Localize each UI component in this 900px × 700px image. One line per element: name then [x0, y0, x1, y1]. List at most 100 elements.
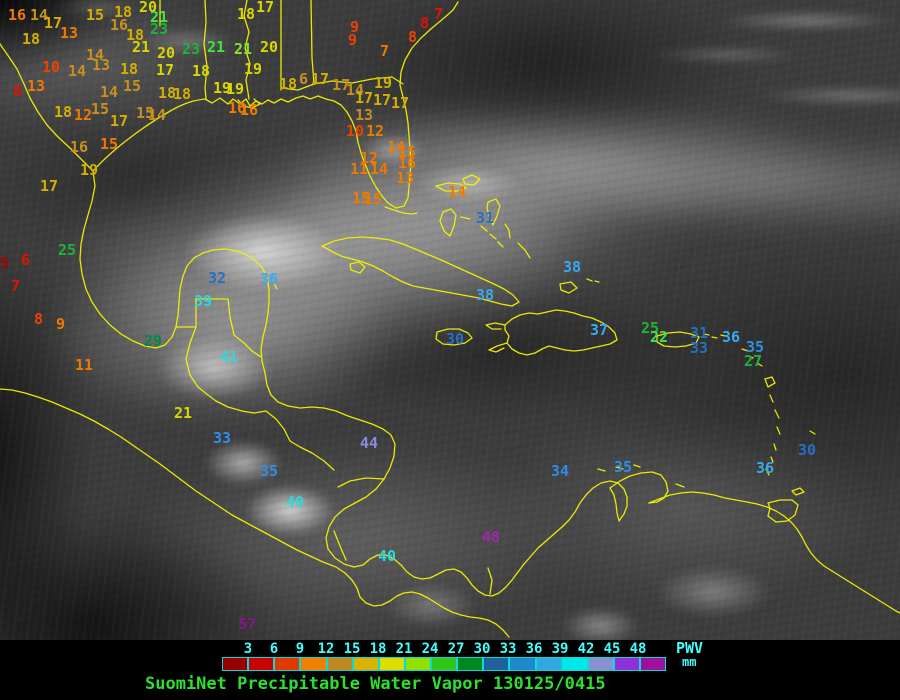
station-value: 16: [398, 154, 417, 172]
station-value: 17: [256, 0, 275, 16]
pwv-unit-label: PWV: [676, 639, 704, 657]
station-value: 6: [21, 251, 31, 269]
colorbar-segment: [353, 658, 378, 670]
station-value: 15: [352, 189, 371, 207]
colorbar-segment: [327, 658, 352, 670]
station-value: 13: [396, 169, 415, 187]
colorbar-tick-label: 18: [369, 641, 387, 657]
station-value: 15: [136, 104, 155, 122]
station-value: 14: [370, 160, 389, 178]
lesser-antilles-islands: [741, 348, 816, 523]
station-value: 36: [756, 459, 775, 477]
station-value: 38: [476, 286, 495, 304]
station-value: 18: [158, 84, 177, 102]
station-value: 16: [228, 99, 247, 117]
station-value: 18: [22, 30, 41, 48]
station-value: 41: [220, 348, 239, 366]
station-value: 15: [86, 6, 105, 24]
station-value: 12: [360, 149, 379, 167]
station-value: 12: [74, 106, 93, 124]
station-value: 17: [311, 70, 330, 88]
station-value: 17: [332, 76, 351, 94]
colorbar-tick-label: 48: [629, 641, 647, 657]
station-value: 19: [244, 60, 263, 78]
colorbar-ticks: 3 6 9 12 15 18 21 24 27 30 33 36 39 42 45 48: [0, 642, 900, 656]
station-value: 13: [355, 106, 374, 124]
station-value: 16: [110, 16, 129, 34]
colorbar-tick-label: 15: [343, 641, 361, 657]
station-value: 17: [391, 94, 410, 112]
station-value: 33: [213, 429, 232, 447]
station-value: 18: [120, 60, 139, 78]
colorbar-tick-label: 6: [269, 641, 279, 657]
colorbar-segment: [614, 658, 639, 670]
station-value: 25: [641, 319, 660, 337]
station-value: 8: [13, 82, 23, 100]
colorbar-segment: [301, 658, 326, 670]
colorbar-tick-label: 39: [551, 641, 569, 657]
station-value: 9: [350, 18, 360, 36]
jamaica-island: [435, 328, 473, 346]
station-value: 23: [182, 40, 201, 58]
station-value: 12: [366, 122, 385, 140]
station-value: 44: [360, 434, 379, 452]
dark-ocean-layer: [0, 0, 900, 640]
colorbar-tick-label: 45: [603, 641, 621, 657]
station-value: 14: [448, 183, 467, 201]
colorbar-segment: [432, 658, 457, 670]
station-value: 14: [346, 81, 365, 99]
station-value: 31: [476, 209, 495, 227]
station-value: 18: [173, 85, 192, 103]
station-value: 21: [132, 38, 151, 56]
station-value: 13: [27, 77, 46, 95]
station-value: 27: [744, 352, 763, 370]
station-value: 33: [690, 339, 709, 357]
colorbar-tick-label: 30: [473, 641, 491, 657]
station-value: 19: [80, 161, 99, 179]
station-value: 35: [260, 462, 279, 480]
station-value: 9: [56, 315, 66, 333]
us-gulf-coast: [92, 0, 459, 215]
station-value: 13: [60, 24, 79, 42]
station-value: 21: [150, 8, 169, 26]
station-value: 14: [387, 138, 406, 156]
texture-noise-layer: [0, 0, 900, 640]
station-value: 34: [551, 462, 570, 480]
puerto-rico-island: [656, 331, 726, 348]
station-value: 11: [75, 356, 94, 374]
colorbar-tick-label: 27: [447, 641, 465, 657]
station-value: 6: [299, 70, 309, 88]
station-value: 18: [114, 3, 133, 21]
station-value: 25: [58, 241, 77, 259]
colorbar-segment: [641, 658, 666, 670]
station-value: 18: [279, 75, 298, 93]
station-value: 14: [148, 106, 167, 124]
hispaniola-island: [485, 309, 618, 356]
venezuela-coast: [597, 464, 900, 614]
coastline-overlay: [0, 0, 900, 638]
station-value: 20: [260, 38, 279, 56]
station-value: 13: [92, 56, 111, 74]
station-value: 17: [373, 91, 392, 109]
station-value: 10: [346, 122, 365, 140]
colorbar: [222, 657, 666, 671]
station-value: 40: [286, 493, 305, 511]
station-value: 16: [240, 101, 259, 119]
station-value: 17: [40, 177, 59, 195]
station-value: 30: [446, 330, 465, 348]
colorbar-segment: [562, 658, 587, 670]
station-value: 15: [398, 143, 417, 161]
station-value: 17: [355, 89, 374, 107]
station-value: 57: [238, 615, 257, 633]
station-value: 14: [30, 6, 49, 24]
station-value: 10: [42, 58, 61, 76]
station-value: 18: [54, 103, 73, 121]
station-value: 40: [378, 547, 397, 565]
station-value: 7: [380, 42, 390, 60]
cuba-island: [321, 236, 520, 307]
station-value: 36: [260, 270, 279, 288]
colorbar-segment: [536, 658, 561, 670]
colorbar-segment: [275, 658, 300, 670]
station-value: 35: [746, 338, 765, 356]
